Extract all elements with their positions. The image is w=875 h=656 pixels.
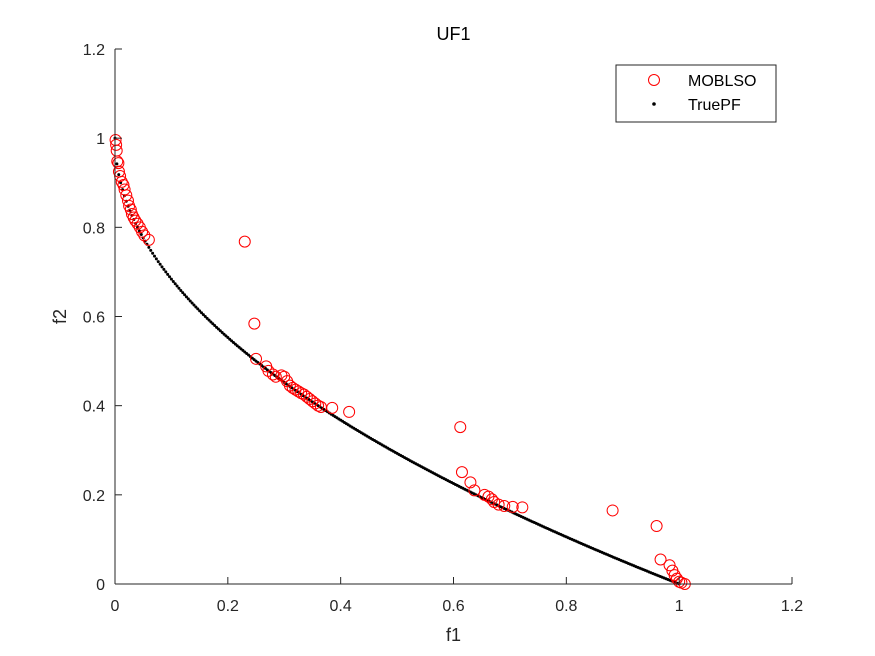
x-tick-label: 0.6 [442, 598, 464, 615]
moblso-point [455, 466, 468, 479]
moblso-point [129, 214, 142, 227]
truepf-point [184, 295, 188, 299]
truepf-point [205, 316, 209, 320]
moblso-point [606, 504, 619, 517]
truepf-point [169, 277, 173, 281]
truepf-point [188, 299, 192, 303]
moblso-point [650, 520, 663, 533]
moblso-point [516, 501, 529, 514]
truepf-point [168, 275, 172, 279]
truepf-point [139, 232, 143, 236]
y-tick-label: 0.8 [83, 220, 105, 237]
truepf-point [215, 325, 219, 329]
x-tick-label: 0 [111, 598, 120, 615]
y-tick-label: 0.4 [83, 399, 105, 416]
truepf-point [117, 173, 121, 177]
truepf-point [194, 305, 198, 309]
truepf-point [149, 248, 153, 252]
moblso-point [121, 194, 134, 207]
y-tick-label: 0 [96, 577, 105, 594]
moblso-point [127, 211, 140, 224]
x-tick-label: 0.2 [217, 598, 239, 615]
moblso-point [112, 157, 125, 170]
truepf-point [151, 251, 155, 255]
truepf-point [154, 257, 158, 261]
moblso-point [498, 499, 511, 512]
truepf-point [147, 245, 151, 249]
truepf-point [183, 293, 187, 297]
moblso-point [115, 175, 128, 188]
truepf-point [164, 270, 168, 274]
moblso-point [124, 203, 137, 216]
moblso-point [262, 364, 275, 377]
legend-label-moblso: MOBLSO [688, 73, 756, 90]
moblso-point [506, 500, 519, 513]
truepf-point [166, 272, 170, 276]
truepf-point [156, 260, 160, 264]
truepf-point [173, 282, 177, 286]
y-tick-label: 1.2 [83, 42, 105, 59]
x-axis-title: f1 [446, 625, 461, 645]
truepf-point [158, 262, 162, 266]
axes: 0 0.2 0.4 0.6 0.8 1 1.2 0 0.2 0.4 0.6 0.8 1 1.2 [83, 42, 803, 615]
moblso-point [266, 368, 279, 381]
truepf-point [152, 254, 156, 258]
truepf-point [201, 313, 205, 317]
moblso-point [269, 370, 282, 383]
moblso-point [142, 233, 155, 246]
truepf-point [162, 267, 166, 271]
chart-title: UF1 [436, 24, 470, 44]
y-tick-label: 1 [96, 131, 105, 148]
y-tick-label: 0.2 [83, 488, 105, 505]
legend-marker-moblso [648, 74, 660, 86]
moblso-point [250, 352, 263, 365]
x-tick-label: 1.2 [781, 598, 803, 615]
truepf-point [171, 279, 175, 283]
legend: MOBLSO TruePF [615, 64, 777, 123]
moblso-point [654, 553, 667, 566]
truepf-point [190, 301, 194, 305]
moblso-point [292, 385, 305, 398]
x-tick-label: 0.8 [555, 598, 577, 615]
truepf-point [198, 309, 202, 313]
legend-marker-truepf [652, 102, 656, 106]
plot-area [109, 133, 691, 590]
moblso-point [454, 421, 467, 434]
moblso-point [138, 229, 151, 242]
truepf-point [200, 311, 204, 315]
moblso-point [464, 476, 477, 489]
moblso-point [343, 405, 356, 418]
truepf-point [192, 303, 196, 307]
moblso-point [492, 498, 505, 511]
truepf-point [213, 324, 217, 328]
truepf-point [211, 322, 215, 326]
y-tick-label: 0.6 [83, 310, 105, 327]
moblso-point [136, 225, 149, 238]
truepf-point [209, 320, 213, 324]
truepf-point [175, 284, 179, 288]
truepf-point [181, 291, 185, 295]
truepf-point [196, 307, 200, 311]
moblso-point [248, 317, 261, 330]
moblso-point [238, 235, 251, 248]
x-tick-label: 1 [675, 598, 684, 615]
legend-label-truepf: TruePF [688, 97, 741, 114]
moblso-point [118, 183, 131, 196]
truepf-point [177, 286, 181, 290]
truepf-point [160, 265, 164, 269]
legend-box [615, 64, 777, 123]
moblso-point [468, 484, 481, 497]
x-tick-label: 0.4 [330, 598, 352, 615]
y-axis-title: f2 [50, 309, 70, 324]
truepf-point [203, 315, 207, 318]
moblso-point [110, 138, 123, 151]
truepf-point [186, 297, 190, 301]
truepf-point [207, 318, 211, 322]
truepf-point [115, 162, 119, 166]
truepf-point [179, 288, 183, 292]
moblso-point [326, 401, 339, 414]
moblso-point [668, 569, 681, 582]
